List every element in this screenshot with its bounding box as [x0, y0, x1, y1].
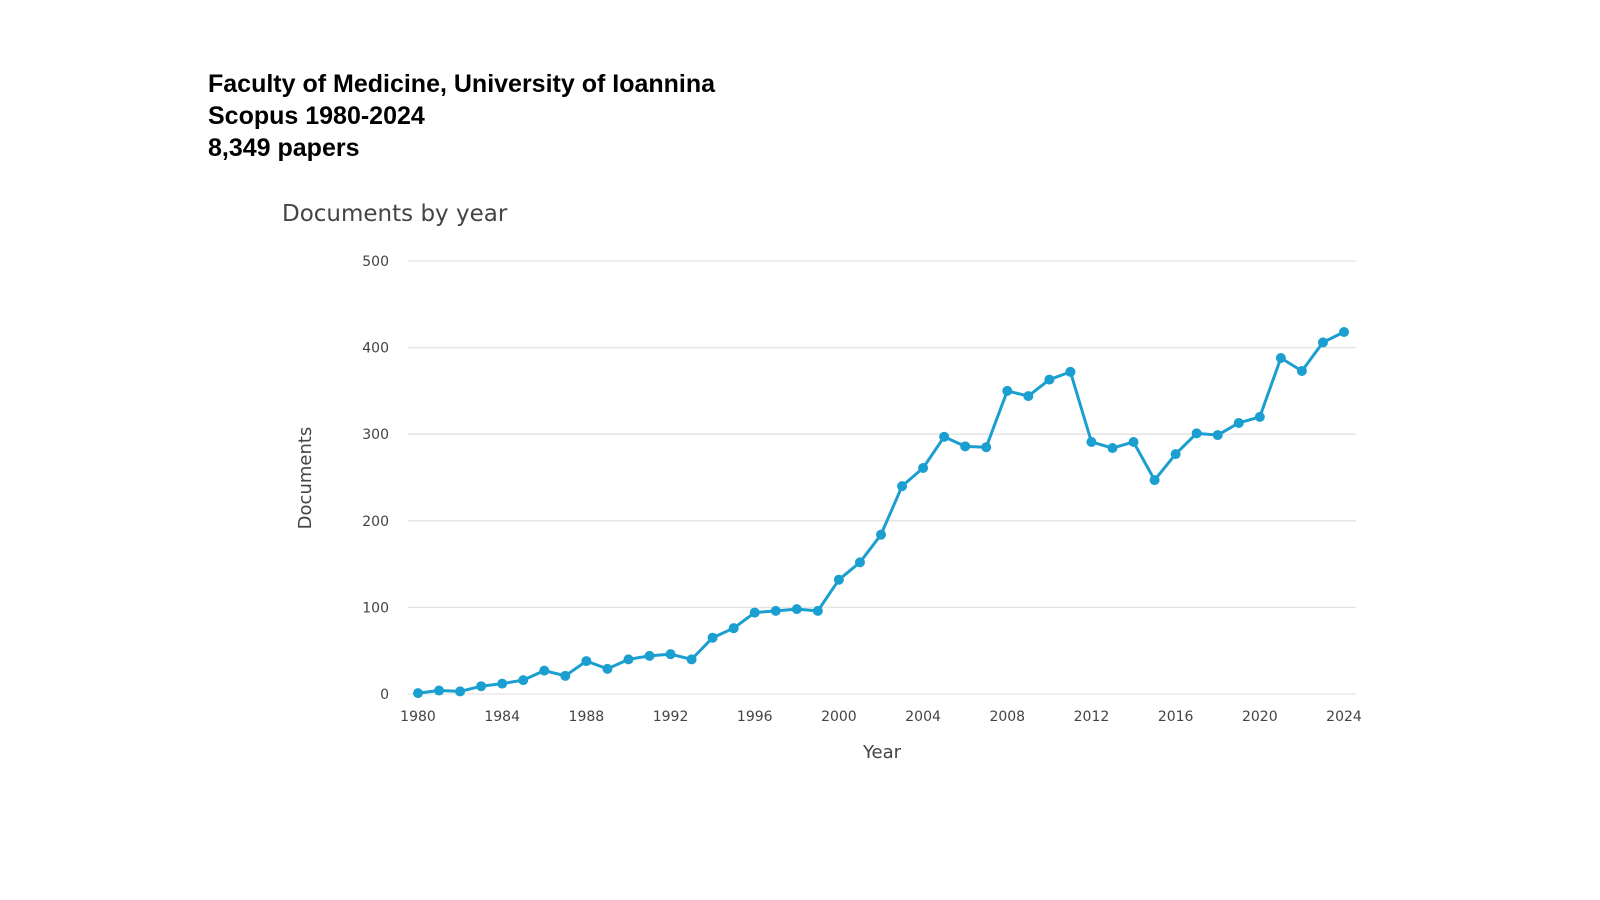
y-tick-label: 300 — [362, 427, 389, 443]
data-point[interactable]: 2002: 184 — [876, 529, 886, 540]
data-point[interactable]: 1988: 38 — [581, 656, 592, 667]
data-point[interactable]: 2012: 291 — [1086, 436, 1097, 447]
data-point[interactable]: 2008: 350 — [1002, 385, 1013, 396]
data-point[interactable]: 2004: 261 — [918, 462, 929, 473]
heading-institution: Faculty of Medicine, University of Ioann… — [208, 70, 716, 98]
data-point[interactable]: 1989: 29 — [602, 663, 613, 674]
x-tick-label: 2000 — [821, 709, 857, 725]
y-tick-label: 0 — [380, 687, 389, 703]
data-point[interactable]: 2000: 132 — [833, 574, 844, 585]
x-tick-label: 2016 — [1158, 709, 1194, 725]
data-point[interactable]: 1993: 40 — [686, 654, 697, 665]
data-point[interactable]: 1985: 16 — [518, 675, 529, 686]
x-tick-label: 2004 — [905, 709, 941, 725]
data-point[interactable]: 1991: 44 — [644, 650, 655, 661]
data-point[interactable]: 2019: 313 — [1233, 417, 1244, 428]
x-tick-label: 2008 — [989, 709, 1025, 725]
data-point[interactable]: 1997: 96 — [770, 605, 781, 616]
y-tick-label: 100 — [362, 600, 389, 616]
y-tick-label: 400 — [362, 341, 389, 357]
data-point[interactable]: 2007: 285 — [981, 442, 992, 453]
x-tick-label: 2024 — [1326, 709, 1362, 725]
heading-paper-count: 8,349 papers — [208, 134, 360, 162]
chart-title: Documents by year — [282, 201, 508, 227]
x-tick-label: 2012 — [1074, 709, 1110, 725]
x-tick-label: 1988 — [569, 709, 605, 725]
data-point[interactable]: 2010: 363 — [1044, 374, 1055, 385]
data-point[interactable]: 2006: 286 — [960, 441, 971, 452]
x-tick-label: 1996 — [737, 709, 773, 725]
y-tick-label: 500 — [362, 254, 389, 270]
data-point[interactable]: 1983: 9 — [476, 681, 487, 692]
data-point[interactable]: 2014: 291 — [1128, 436, 1139, 447]
series-line — [417, 330, 1345, 695]
page-heading: Faculty of Medicine, University of Ioann… — [208, 68, 715, 164]
data-point[interactable]: 2024: 418 — [1339, 327, 1349, 338]
data-point[interactable]: 2017: 301 — [1191, 428, 1202, 439]
data-point[interactable]: 1990: 40 — [623, 654, 634, 665]
data-point[interactable]: 1999: 96 — [812, 605, 823, 616]
data-point[interactable]: 2011: 372 — [1065, 366, 1076, 377]
data-point[interactable]: 1987: 21 — [560, 670, 571, 681]
data-point[interactable]: 1994: 65 — [707, 632, 718, 643]
data-point[interactable]: 1986: 27 — [539, 665, 550, 676]
data-point[interactable]: 1981: 4 — [434, 685, 445, 696]
data-point[interactable]: 2021: 388 — [1275, 352, 1286, 363]
data-point[interactable]: 1998: 98 — [791, 604, 802, 615]
data-point[interactable]: 1982: 3 — [455, 686, 466, 697]
y-axis-label: Documents — [295, 427, 316, 530]
x-tick-label: 2020 — [1242, 709, 1278, 725]
data-point[interactable]: 2018: 299 — [1212, 430, 1223, 441]
data-point[interactable]: 1980: 1 — [413, 688, 423, 699]
data-point[interactable]: 2015: 247 — [1149, 475, 1160, 486]
data-point[interactable]: 1995: 76 — [728, 623, 739, 634]
data-point[interactable]: 2023: 406 — [1317, 337, 1328, 348]
heading-source: Scopus 1980-2024 — [208, 102, 425, 130]
data-point[interactable]: 1984: 12 — [497, 678, 508, 689]
data-point[interactable]: 2005: 297 — [939, 431, 950, 442]
data-point[interactable]: 2001: 152 — [854, 557, 865, 568]
data-point[interactable]: 2022: 373 — [1296, 365, 1307, 376]
data-point[interactable]: 1996: 94 — [749, 607, 760, 618]
data-point[interactable]: 2020: 320 — [1254, 411, 1265, 422]
data-point[interactable]: 2009: 344 — [1023, 391, 1034, 402]
data-point[interactable]: 1992: 46 — [665, 649, 676, 660]
x-axis-label: Year — [862, 742, 902, 763]
x-tick-label: 1992 — [653, 709, 689, 725]
x-tick-label: 1984 — [484, 709, 520, 725]
data-point[interactable]: 2016: 277 — [1170, 449, 1181, 460]
x-tick-label: 1980 — [400, 709, 436, 725]
y-tick-label: 200 — [362, 514, 389, 530]
data-point[interactable]: 2013: 284 — [1107, 443, 1118, 454]
